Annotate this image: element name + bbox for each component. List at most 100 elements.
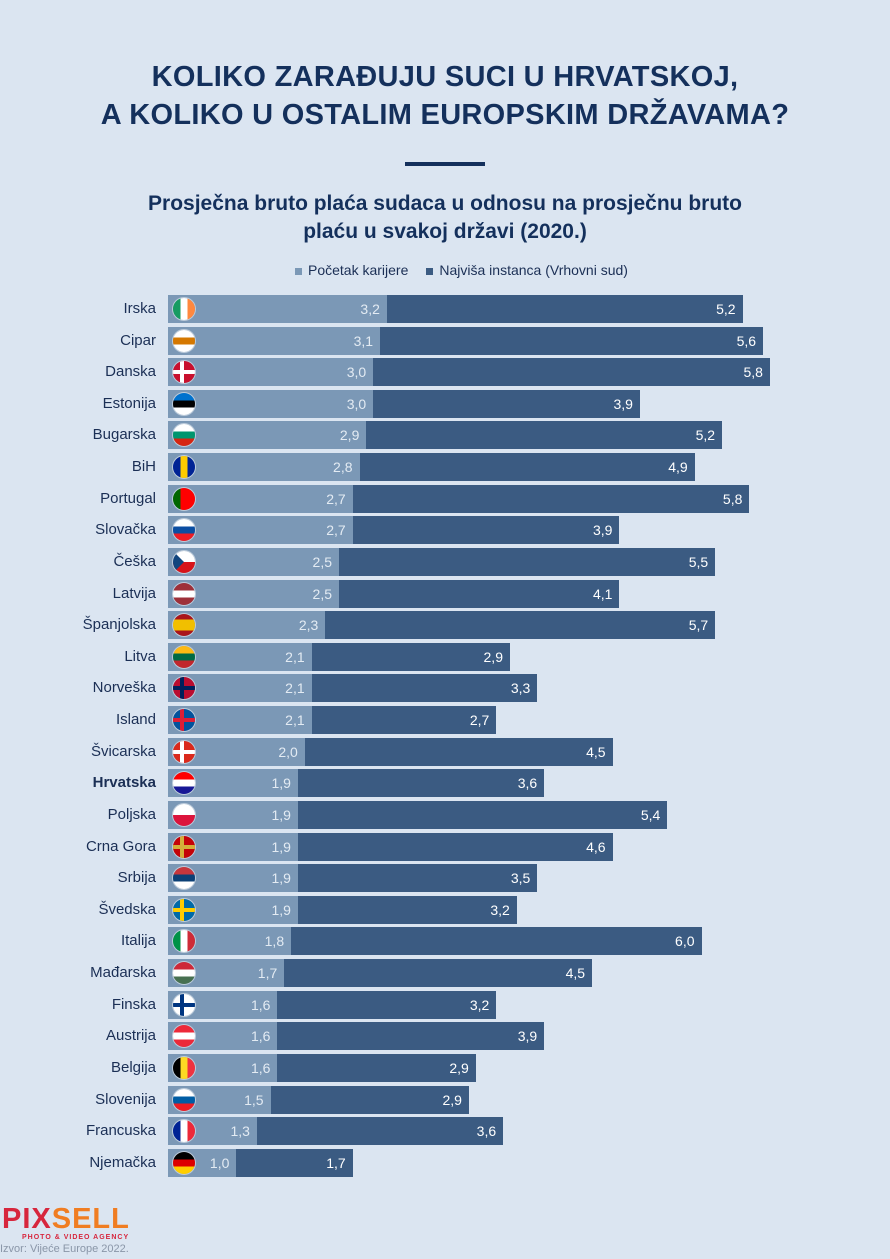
bar-supreme-court: 4,6: [297, 832, 613, 861]
value-label-supreme: 3,9: [613, 395, 633, 412]
value-label-start: 2,1: [285, 680, 305, 697]
value-label-start: 2,0: [278, 743, 298, 760]
value-label-start: 1,3: [230, 1123, 250, 1140]
value-label-supreme: 2,7: [469, 712, 490, 729]
category-label: Španjolska: [82, 616, 156, 634]
bar-supreme-court: 5,5: [339, 547, 716, 576]
flag-icon: [173, 867, 195, 890]
value-label-start: 1,6: [250, 1028, 271, 1045]
value-label-start: 3,2: [360, 301, 380, 317]
bar-start-career: 2,5: [168, 579, 339, 608]
value-label-supreme: 2,9: [442, 1091, 462, 1108]
bar-start-career: 2,9: [168, 421, 367, 450]
category-label: Belgija: [110, 1058, 156, 1076]
flag-icon: [173, 835, 195, 858]
category-label: Švicarska: [90, 742, 156, 760]
flag-icon: [173, 361, 195, 384]
bar-row: Latvija 2,5 4,1: [0, 579, 890, 608]
bar-row: Island 2,1 2,7: [0, 706, 890, 735]
value-label-supreme: 4,5: [565, 965, 586, 982]
bar-start-career: 2,8: [168, 453, 360, 482]
bar-start-career: 3,1: [168, 326, 381, 355]
bar-row: Estonija 3,0 3,9: [0, 389, 890, 418]
bar-supreme-court: 3,3: [311, 674, 538, 703]
bar-supreme-court: 5,8: [373, 358, 770, 387]
value-label-supreme: 4,6: [586, 838, 606, 855]
bar-start-career: 3,2: [168, 295, 387, 323]
value-label-start: 2,5: [312, 553, 332, 570]
title-divider: [405, 162, 485, 166]
value-label-start: 2,8: [333, 459, 353, 476]
bar-row: Portugal 2,7 5,8: [0, 484, 890, 513]
category-label: Francuska: [85, 1122, 156, 1140]
flag-icon: [173, 519, 195, 542]
category-label: Estonija: [102, 394, 156, 412]
bar-row: Mađarska 1,7 4,5: [0, 959, 890, 988]
flag-icon: [173, 709, 195, 732]
bar-row: Cipar 3,1 5,6: [0, 326, 890, 355]
value-label-start: 1,8: [264, 933, 285, 950]
bar-row: Češka 2,5 5,5: [0, 547, 890, 576]
value-label-start: 1,0: [209, 1154, 230, 1171]
flag-icon: [173, 645, 195, 668]
value-label-supreme: 3,9: [517, 1028, 538, 1045]
value-label-supreme: 4,5: [586, 743, 606, 760]
bar-row: Srbija 1,9 3,5: [0, 864, 890, 893]
bar-supreme-court: 3,9: [277, 1022, 545, 1051]
bar-row: Finska 1,6 3,2: [0, 990, 890, 1019]
bar-row: Hrvatska 1,9 3,6: [0, 769, 890, 798]
bar-row: Crna Gora 1,9 4,6: [0, 832, 890, 861]
flag-icon: [173, 487, 195, 510]
flag-icon: [173, 1088, 195, 1111]
flag-icon: [173, 298, 195, 320]
value-label-start: 2,3: [298, 617, 319, 634]
bar-row: Slovačka 2,7 3,9: [0, 516, 890, 545]
bar-row: BiH 2,8 4,9: [0, 453, 890, 482]
value-label-start: 2,7: [326, 522, 346, 539]
bar-row: Njemačka 1,0 1,7: [0, 1148, 890, 1177]
category-label: BiH: [131, 458, 156, 476]
bar-row: Norveška 2,1 3,3: [0, 674, 890, 703]
value-label-supreme: 3,3: [510, 680, 531, 697]
legend-item-supreme: Najviša instanca (Vrhovni sud): [426, 262, 628, 278]
subtitle-line-1: Prosječna bruto plaća sudaca u odnosu na…: [148, 192, 742, 215]
legend-label-start: Početak karijere: [308, 262, 409, 278]
value-label-supreme: 3,6: [476, 1123, 497, 1140]
bar-supreme-court: 3,6: [256, 1117, 504, 1146]
category-label: Njemačka: [89, 1153, 156, 1171]
value-label-supreme: 5,8: [743, 364, 763, 381]
category-label: Bugarska: [92, 426, 156, 444]
flag-icon: [173, 930, 195, 953]
value-label-supreme: 3,5: [510, 870, 531, 887]
value-label-start: 1,9: [271, 870, 291, 887]
category-label: Slovenija: [95, 1090, 156, 1108]
flag-icon: [173, 424, 195, 447]
title-line-2: A KOLIKO U OSTALIM EUROPSKIM DRŽAVAMA?: [100, 99, 790, 131]
category-label: Švedska: [98, 900, 156, 918]
bar-supreme-court: 3,9: [352, 516, 620, 545]
category-label: Srbija: [117, 869, 156, 887]
bar-row: Francuska 1,3 3,6: [0, 1117, 890, 1146]
bar-supreme-court: 4,1: [339, 579, 620, 608]
bar-start-career: 2,7: [168, 484, 353, 513]
value-label-start: 1,7: [257, 965, 278, 982]
bar-supreme-court: 5,2: [366, 421, 723, 450]
bar-row: Bugarska 2,9 5,2: [0, 421, 890, 450]
bar-supreme-court: 3,9: [373, 389, 640, 418]
value-label-supreme: 6,0: [675, 933, 695, 950]
category-label: Finska: [111, 995, 156, 1013]
pixsell-logo: PIXSELL: [2, 1203, 130, 1236]
value-label-supreme: 3,9: [592, 522, 613, 539]
value-label-supreme: 1,7: [326, 1154, 346, 1171]
flag-icon: [173, 614, 195, 637]
bar-supreme-court: 4,9: [359, 453, 695, 482]
value-label-start: 1,9: [271, 775, 291, 792]
value-label-start: 1,5: [244, 1091, 264, 1108]
flag-icon: [173, 1025, 195, 1048]
value-label-start: 1,9: [271, 838, 291, 855]
legend-label-supreme: Najviša instanca (Vrhovni sud): [439, 262, 628, 278]
flag-icon: [173, 392, 195, 415]
source-note: Izvor: Vijeće Europe 2022.: [0, 1243, 129, 1255]
logo-tagline: PHOTO & VIDEO AGENCY: [22, 1234, 130, 1241]
value-label-start: 2,1: [285, 712, 305, 729]
